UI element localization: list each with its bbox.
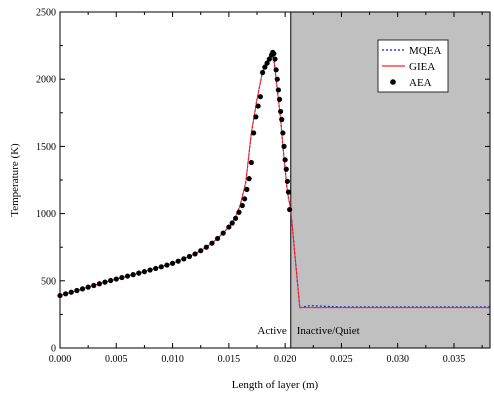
aea-marker-point [198, 248, 204, 254]
aea-marker-point [85, 284, 91, 290]
aea-marker-point [274, 76, 280, 82]
aea-marker-point [275, 87, 281, 93]
aea-marker-point [164, 262, 170, 268]
x-tick-label: 0.010 [161, 354, 184, 365]
aea-marker-point [96, 281, 102, 287]
x-tick-label: 0.030 [386, 354, 409, 365]
aea-marker-point [266, 56, 272, 62]
aea-marker-point [147, 267, 153, 273]
aea-marker-point [63, 291, 69, 297]
aea-marker-point [119, 274, 125, 281]
legend-label-aea: AEA [409, 77, 432, 89]
aea-marker-point [257, 94, 263, 100]
aea-marker-point [186, 253, 193, 260]
y-axis-title: Temperature (K) [9, 143, 21, 217]
aea-marker-point [91, 282, 97, 289]
aea-marker-point [68, 289, 74, 295]
aea-marker-point [273, 67, 279, 73]
region-label-active: Active [257, 325, 286, 337]
aea-marker-point [79, 286, 86, 292]
aea-marker-point [278, 108, 284, 115]
aea-marker-point [233, 215, 239, 221]
aea-marker-point [239, 202, 245, 209]
aea-marker-point [255, 103, 261, 109]
aea-marker-point [192, 251, 198, 257]
aea-marker-point [209, 240, 215, 246]
x-axis-title: Length of layer (m) [232, 379, 319, 391]
y-tick-label: 0 [51, 344, 56, 355]
aea-marker-point [276, 96, 283, 102]
legend: MQEA GIEA AEA [377, 39, 449, 93]
aea-marker-point [251, 130, 257, 136]
aea-marker-point [279, 116, 285, 123]
aea-marker-point [153, 265, 159, 272]
legend-label-mqea: MQEA [409, 45, 441, 57]
y-tick-label: 2000 [36, 75, 56, 86]
aea-marker-point [158, 264, 164, 270]
aea-marker-point [169, 260, 176, 266]
region-label-inactive: Inactive/Quiet [297, 325, 360, 337]
aea-marker-point [280, 130, 286, 136]
aea-marker-point [220, 230, 226, 236]
x-tick-label: 0.025 [330, 354, 353, 365]
aea-marker-point [141, 269, 148, 275]
aea-marker-point [74, 287, 80, 294]
aea-marker-point [242, 196, 248, 202]
aea-marker-point [124, 273, 131, 279]
x-tick-label: 0.035 [443, 354, 466, 365]
y-tick-label: 1000 [36, 209, 56, 220]
y-tick-label: 2500 [36, 8, 56, 19]
aea-marker-point [203, 244, 209, 250]
aea-marker-point [136, 270, 142, 276]
aea-marker-point [281, 143, 287, 149]
aea-marker-point [229, 220, 235, 226]
shaded-region-layer: Active Inactive/Quiet [257, 12, 490, 348]
aea-marker-point [113, 276, 119, 282]
aea-marker-point [244, 186, 250, 193]
aea-marker-point [285, 189, 292, 195]
x-tick-label: 0.015 [218, 354, 241, 365]
aea-marker-point [271, 51, 277, 57]
aea-marker-point [272, 56, 278, 62]
aea-marker-point [236, 209, 242, 215]
aea-marker-point [102, 279, 108, 285]
aea-marker-point [226, 224, 232, 230]
aea-marker-point [260, 69, 266, 76]
aea-marker-point [175, 258, 181, 264]
aea-marker-point [108, 277, 114, 284]
aea-marker-point [282, 157, 288, 163]
aea-marker-point [283, 166, 289, 172]
legend-label-giea: GIEA [409, 61, 435, 73]
aea-marker-point [181, 256, 187, 262]
x-tick-label: 0.005 [105, 354, 128, 365]
aea-marker-point [130, 272, 136, 278]
aea-marker-point [248, 159, 254, 166]
aea-marker-point [246, 176, 252, 182]
aea-marker-point [264, 60, 270, 66]
axes-layer: 0.000 0.005 0.010 0.015 0.020 0.025 0.030 0.035… [9, 8, 491, 391]
aea-marker-point [287, 206, 293, 213]
y-tick-label: 500 [41, 276, 56, 287]
y-tick-label: 1500 [36, 142, 56, 153]
aea-marker-point [253, 114, 259, 120]
aea-marker-point [284, 178, 290, 184]
aea-marker-point [262, 64, 268, 70]
series-layer [57, 49, 490, 309]
x-tick-label: 0.000 [49, 354, 72, 365]
x-tick-label: 0.020 [274, 354, 297, 365]
aea-marker-point [214, 235, 221, 242]
legend-swatch-aea [390, 79, 396, 85]
